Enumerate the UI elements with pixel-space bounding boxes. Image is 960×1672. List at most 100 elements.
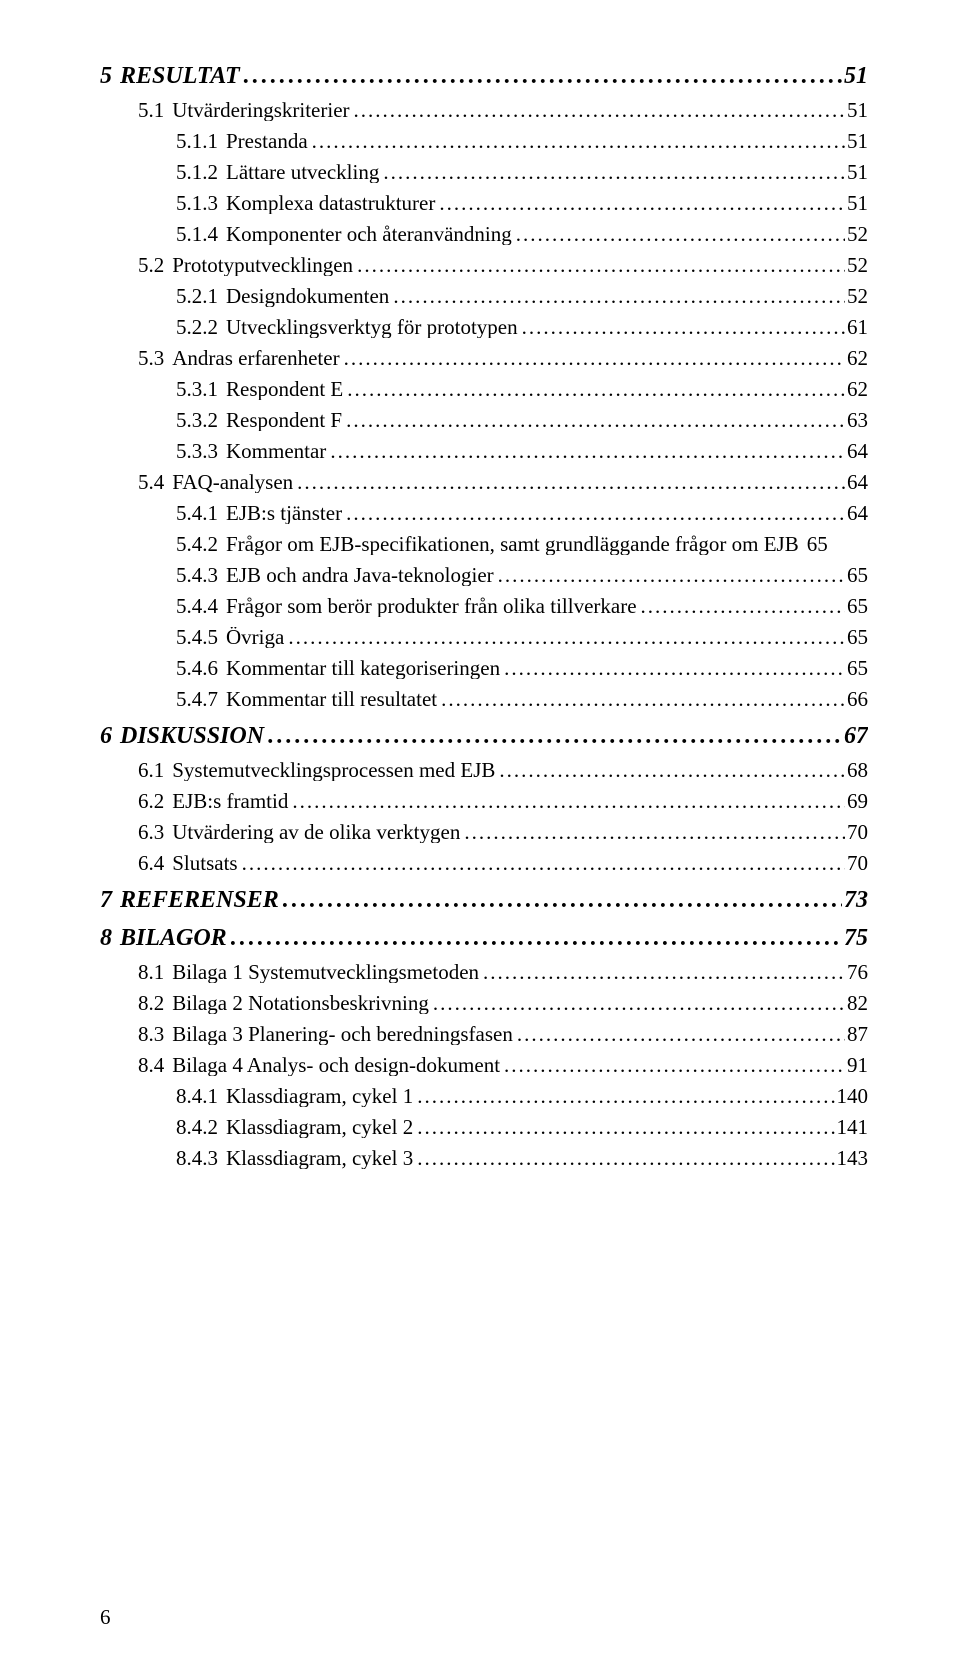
toc-entry-number: 5.3.1 xyxy=(176,379,226,400)
toc-entry: 7REFERENSER73 xyxy=(100,888,868,912)
toc-entry: 5.4.6Kommentar till kategoriseringen65 xyxy=(100,658,868,679)
toc-leader xyxy=(500,658,845,679)
toc-entry-number: 5.1.3 xyxy=(176,193,226,214)
toc-entry-title: Lättare utveckling xyxy=(226,162,379,183)
toc-entry-number: 8.4.1 xyxy=(176,1086,226,1107)
toc-entry: 8.3Bilaga 3 Planering- och beredningsfas… xyxy=(100,1024,868,1045)
toc-entry: 5.2.1Designdokumenten52 xyxy=(100,286,868,307)
toc-leader xyxy=(279,888,842,912)
toc-entry-number: 5.1.4 xyxy=(176,224,226,245)
toc-entry-page: 75 xyxy=(842,926,868,950)
toc-leader xyxy=(637,596,845,617)
toc-entry-title: Slutsats xyxy=(172,853,237,874)
toc-entry-number: 5.4.1 xyxy=(176,503,226,524)
toc-leader xyxy=(413,1086,834,1107)
toc-entry-title: Systemutvecklingsprocessen med EJB xyxy=(172,760,495,781)
toc-entry: 8.4.3Klassdiagram, cykel 3143 xyxy=(100,1148,868,1169)
toc-entry-number: 5.2.1 xyxy=(176,286,226,307)
toc-entry-title: REFERENSER xyxy=(120,888,279,912)
toc-leader xyxy=(494,565,845,586)
toc-entry-number: 8.4.3 xyxy=(176,1148,226,1169)
toc-entry: 8.4.2Klassdiagram, cykel 2141 xyxy=(100,1117,868,1138)
toc-entry: 5.1Utvärderingskriterier 51 xyxy=(100,100,868,121)
toc-entry: 5.4.2Frågor om EJB-specifikationen, samt… xyxy=(100,534,868,555)
toc-entry-title: Komponenter och återanvändning xyxy=(226,224,512,245)
toc-leader xyxy=(460,822,845,843)
toc-entry: 8.1Bilaga 1 Systemutvecklingsmetoden76 xyxy=(100,962,868,983)
toc-leader xyxy=(437,689,845,710)
toc-entry-number: 5.4.4 xyxy=(176,596,226,617)
toc-entry-number: 8 xyxy=(100,926,120,950)
toc-entry-page: 64 xyxy=(845,441,868,462)
toc-entry-title: Utvärderingskriterier xyxy=(172,100,349,121)
toc-entry-page: 141 xyxy=(835,1117,869,1138)
toc-entry-page: 76 xyxy=(845,962,868,983)
toc-entry-number: 6.4 xyxy=(138,853,172,874)
toc-entry-number: 5.4.6 xyxy=(176,658,226,679)
toc-leader xyxy=(479,962,845,983)
toc-entry-title: Klassdiagram, cykel 2 xyxy=(226,1117,413,1138)
toc-entry-page: 65 xyxy=(845,565,868,586)
toc-entry-page: 143 xyxy=(835,1148,869,1169)
toc-entry: 6.4Slutsats 70 xyxy=(100,853,868,874)
toc-entry-title: Bilaga 4 Analys- och design-dokument xyxy=(172,1055,500,1076)
toc-leader xyxy=(240,64,842,88)
toc-entry: 5.4.7Kommentar till resultatet66 xyxy=(100,689,868,710)
toc-entry-number: 5.4.2 xyxy=(176,534,226,555)
toc-entry: 8.4Bilaga 4 Analys- och design-dokument9… xyxy=(100,1055,868,1076)
toc-entry-page: 51 xyxy=(842,64,868,88)
toc-entry-title: Designdokumenten xyxy=(226,286,389,307)
toc-entry-page: 51 xyxy=(845,193,868,214)
toc-entry-page: 70 xyxy=(845,853,868,874)
toc-entry: 5.3.1Respondent E62 xyxy=(100,379,868,400)
toc-entry-number: 5.4.5 xyxy=(176,627,226,648)
toc-entry-page: 82 xyxy=(845,993,868,1014)
toc-entry-title: Bilaga 2 Notationsbeskrivning xyxy=(172,993,429,1014)
toc-entry-page: 51 xyxy=(845,131,868,152)
toc-leader xyxy=(495,760,845,781)
toc-leader xyxy=(500,1055,845,1076)
toc-entry-number: 5.2 xyxy=(138,255,172,276)
toc-entry-title: Respondent E xyxy=(226,379,343,400)
toc-entry-page: 51 xyxy=(845,100,868,121)
table-of-contents: 5RESULTAT515.1Utvärderingskriterier515.1… xyxy=(100,64,868,1169)
toc-leader xyxy=(512,224,845,245)
toc-entry: 6.3Utvärdering av de olika verktygen70 xyxy=(100,822,868,843)
toc-entry-title: BILAGOR xyxy=(120,926,227,950)
toc-entry-title: EJB:s framtid xyxy=(172,791,288,812)
toc-entry: 8.2Bilaga 2 Notationsbeskrivning82 xyxy=(100,993,868,1014)
toc-entry-page: 52 xyxy=(845,224,868,245)
toc-entry: 5.2.2Utvecklingsverktyg för prototypen61 xyxy=(100,317,868,338)
toc-entry-page: 91 xyxy=(845,1055,868,1076)
toc-entry-page: 70 xyxy=(845,822,868,843)
toc-entry: 5.2Prototyputvecklingen52 xyxy=(100,255,868,276)
toc-entry-page: 87 xyxy=(845,1024,868,1045)
toc-entry-page: 51 xyxy=(845,162,868,183)
toc-entry: 5.3.3Kommentar64 xyxy=(100,441,868,462)
page: 5RESULTAT515.1Utvärderingskriterier515.1… xyxy=(0,0,960,1672)
toc-leader xyxy=(350,100,845,121)
toc-entry-page: 65 xyxy=(845,596,868,617)
toc-entry-title: Utvärdering av de olika verktygen xyxy=(172,822,460,843)
toc-entry-page: 64 xyxy=(845,472,868,493)
toc-entry-number: 7 xyxy=(100,888,120,912)
toc-entry-number: 6.1 xyxy=(138,760,172,781)
toc-leader xyxy=(435,193,845,214)
toc-leader xyxy=(340,348,845,369)
toc-entry-number: 5.3.3 xyxy=(176,441,226,462)
toc-entry: 5.1.4Komponenter och återanvändning 52 xyxy=(100,224,868,245)
toc-entry-title: Prestanda xyxy=(226,131,308,152)
toc-entry-number: 6.2 xyxy=(138,791,172,812)
toc-entry: 5RESULTAT51 xyxy=(100,64,868,88)
toc-entry: 5.1.1Prestanda51 xyxy=(100,131,868,152)
toc-leader xyxy=(518,317,845,338)
toc-entry-title: Frågor om EJB-specifikationen, samt grun… xyxy=(226,534,799,555)
toc-entry-page: 69 xyxy=(845,791,868,812)
toc-entry-page: 63 xyxy=(845,410,868,431)
toc-entry-number: 5.1.2 xyxy=(176,162,226,183)
toc-entry-page: 65 xyxy=(845,627,868,648)
toc-entry: 5.1.2Lättare utveckling 51 xyxy=(100,162,868,183)
toc-entry-number: 5.1 xyxy=(138,100,172,121)
toc-entry-page: 62 xyxy=(845,348,868,369)
toc-leader xyxy=(413,1117,834,1138)
